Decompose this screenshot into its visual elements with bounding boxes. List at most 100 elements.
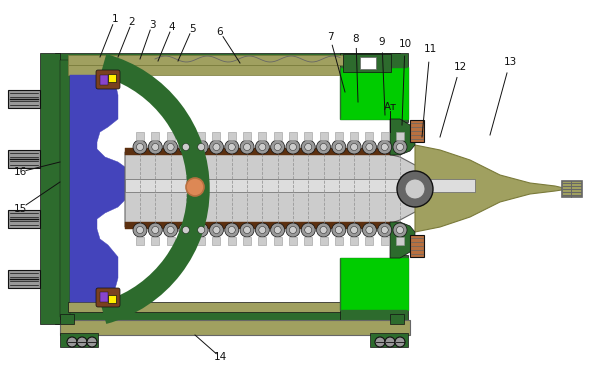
Circle shape (397, 144, 404, 150)
Bar (151, 132, 159, 140)
Bar (167, 132, 175, 140)
Bar (335, 132, 343, 140)
FancyBboxPatch shape (96, 288, 120, 307)
Circle shape (362, 140, 376, 154)
Bar (381, 132, 389, 140)
Circle shape (194, 140, 208, 154)
Circle shape (289, 144, 296, 150)
Circle shape (259, 144, 266, 150)
Bar (365, 237, 373, 245)
Circle shape (385, 337, 395, 347)
Circle shape (393, 223, 407, 237)
Circle shape (256, 223, 269, 237)
Bar (108, 295, 116, 303)
Polygon shape (390, 222, 415, 258)
Bar (340, 53, 408, 67)
Bar (60, 60, 70, 317)
Circle shape (148, 223, 162, 237)
Polygon shape (340, 67, 408, 119)
Bar (8, 210, 40, 228)
Bar (68, 55, 343, 65)
Bar (289, 132, 297, 140)
Polygon shape (340, 258, 408, 310)
Circle shape (182, 227, 190, 233)
Bar (182, 237, 190, 245)
Bar (340, 310, 408, 324)
Bar (304, 237, 312, 245)
Text: 13: 13 (503, 57, 517, 67)
Circle shape (240, 223, 254, 237)
Circle shape (152, 227, 159, 233)
Bar (350, 237, 358, 245)
Bar (410, 235, 424, 257)
Bar (381, 237, 389, 245)
Circle shape (213, 227, 220, 233)
Circle shape (148, 140, 162, 154)
Circle shape (301, 223, 315, 237)
Text: 5: 5 (188, 24, 196, 34)
Bar (320, 237, 328, 245)
Bar (390, 255, 408, 310)
Circle shape (347, 223, 361, 237)
Bar (182, 132, 190, 140)
Circle shape (244, 227, 251, 233)
Bar (197, 237, 205, 245)
Bar (410, 120, 424, 142)
Circle shape (259, 227, 266, 233)
Text: 4: 4 (169, 22, 175, 32)
Polygon shape (415, 145, 568, 232)
Polygon shape (390, 119, 415, 155)
Bar (108, 74, 116, 82)
Circle shape (271, 223, 284, 237)
Circle shape (133, 140, 147, 154)
Text: 8: 8 (353, 34, 359, 44)
Circle shape (77, 337, 87, 347)
Circle shape (366, 144, 373, 150)
Circle shape (289, 227, 296, 233)
Text: 9: 9 (379, 37, 385, 47)
Bar (125, 222, 400, 229)
Circle shape (378, 140, 392, 154)
Bar (151, 237, 159, 245)
Circle shape (256, 140, 269, 154)
Circle shape (405, 179, 425, 199)
Circle shape (271, 140, 284, 154)
Circle shape (197, 144, 205, 150)
Bar (243, 237, 251, 245)
Bar (167, 237, 175, 245)
Bar (60, 333, 98, 347)
Circle shape (305, 227, 312, 233)
Bar (55, 53, 400, 67)
Bar (212, 237, 220, 245)
Circle shape (67, 337, 77, 347)
Text: 3: 3 (149, 20, 155, 30)
Circle shape (213, 144, 220, 150)
Circle shape (164, 140, 178, 154)
Circle shape (87, 337, 97, 347)
Circle shape (375, 337, 385, 347)
Bar (370, 333, 408, 347)
Circle shape (164, 223, 178, 237)
Bar (304, 132, 312, 140)
Circle shape (137, 144, 143, 150)
Text: 15: 15 (13, 204, 26, 214)
Polygon shape (340, 67, 408, 119)
Circle shape (332, 223, 346, 237)
Circle shape (152, 144, 159, 150)
Circle shape (301, 140, 315, 154)
Circle shape (320, 144, 327, 150)
Circle shape (179, 223, 193, 237)
Circle shape (335, 227, 343, 233)
Circle shape (332, 140, 346, 154)
Text: 2: 2 (128, 17, 136, 27)
Text: 14: 14 (214, 352, 227, 362)
Bar (60, 314, 74, 324)
Text: 16: 16 (13, 167, 26, 177)
FancyBboxPatch shape (96, 70, 120, 89)
Circle shape (317, 223, 331, 237)
Bar (320, 132, 328, 140)
Bar (8, 150, 40, 168)
Bar (259, 237, 266, 245)
Circle shape (197, 227, 205, 233)
Bar (55, 310, 400, 324)
